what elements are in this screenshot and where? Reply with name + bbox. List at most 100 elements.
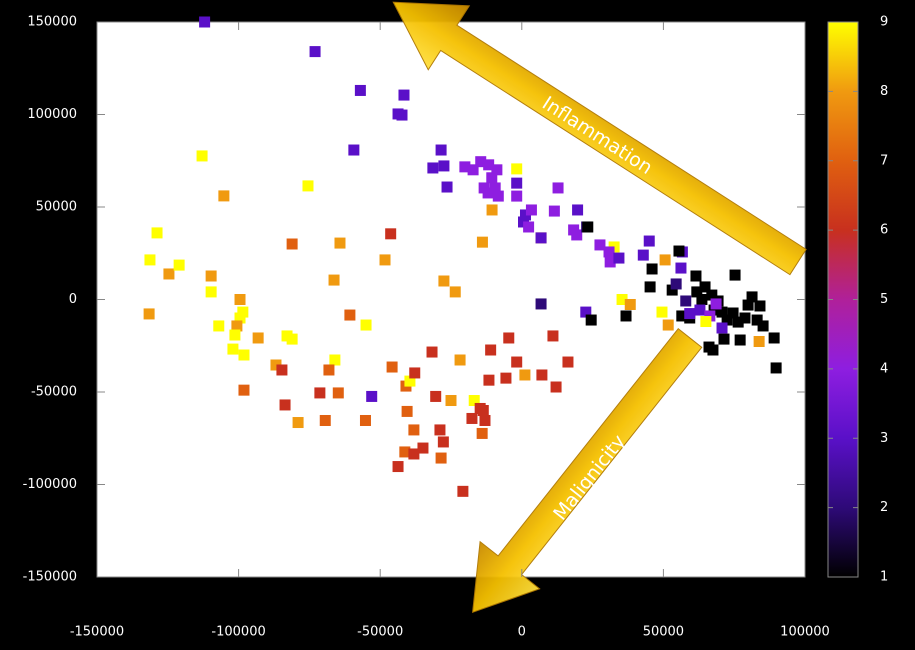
colorbar-tick-label: 5 <box>880 292 888 307</box>
marker <box>476 236 488 248</box>
marker <box>408 448 420 460</box>
arrow-inflammation <box>392 1 807 276</box>
marker <box>700 316 712 328</box>
marker <box>366 390 378 402</box>
marker <box>234 294 246 305</box>
marker <box>426 346 438 358</box>
marker <box>485 344 497 356</box>
marker <box>718 333 730 345</box>
x-tick-label: 50000 <box>643 625 684 640</box>
marker <box>751 314 763 326</box>
marker <box>699 281 711 293</box>
marker <box>620 310 632 322</box>
x-tick-label: -50000 <box>357 625 403 640</box>
marker <box>492 190 504 202</box>
marker <box>227 343 239 355</box>
marker <box>703 341 715 353</box>
marker <box>314 387 326 399</box>
marker <box>459 161 471 173</box>
marker <box>309 46 321 58</box>
marker <box>467 164 479 176</box>
marker <box>582 221 594 233</box>
marker <box>676 310 688 322</box>
marker <box>323 364 335 376</box>
marker <box>328 274 340 286</box>
y-tick-label: 50000 <box>36 200 77 215</box>
marker <box>548 205 560 217</box>
marker <box>270 359 282 371</box>
marker <box>694 304 706 316</box>
marker <box>302 180 314 192</box>
marker <box>675 262 687 274</box>
marker <box>673 245 685 257</box>
marker <box>348 144 360 156</box>
marker <box>746 291 758 303</box>
x-tick-label: -150000 <box>70 625 124 640</box>
marker <box>486 172 498 184</box>
marker <box>757 320 769 332</box>
marker <box>704 310 716 322</box>
marker <box>754 300 766 312</box>
colorbar-tick-label: 2 <box>880 500 888 515</box>
marker <box>734 334 746 346</box>
marker <box>503 332 515 344</box>
marker <box>684 308 696 320</box>
marker <box>205 286 217 298</box>
marker <box>644 281 656 293</box>
marker <box>594 239 606 251</box>
marker <box>486 204 498 216</box>
marker <box>238 349 250 361</box>
marker <box>525 204 537 216</box>
marker <box>286 333 298 345</box>
marker <box>237 306 249 318</box>
marker <box>398 89 410 101</box>
colorbar-tick-label: 3 <box>880 431 888 446</box>
marker <box>401 405 413 417</box>
arrow-malignicity <box>472 327 703 614</box>
marker <box>386 361 398 373</box>
y-tick-label: 150000 <box>27 15 77 30</box>
marker <box>696 294 708 305</box>
marker <box>359 414 371 426</box>
marker <box>732 316 744 328</box>
marker <box>279 399 291 411</box>
marker <box>670 278 682 290</box>
marker <box>430 390 442 402</box>
marker <box>344 309 356 321</box>
marker <box>552 182 564 194</box>
marker <box>454 354 466 366</box>
marker <box>727 307 739 319</box>
marker <box>404 375 416 387</box>
y-tick-label: -50000 <box>31 385 77 400</box>
marker <box>396 109 408 121</box>
marker <box>604 256 616 268</box>
marker <box>562 356 574 368</box>
marker <box>624 298 636 310</box>
marker <box>708 304 720 316</box>
marker <box>441 181 453 193</box>
marker <box>231 320 243 332</box>
marker <box>616 294 628 305</box>
marker <box>536 369 548 381</box>
marker <box>535 298 547 310</box>
marker <box>710 298 722 310</box>
marker <box>238 384 250 396</box>
marker <box>483 159 495 171</box>
marker <box>435 144 447 156</box>
marker <box>716 322 728 334</box>
marker <box>511 163 523 175</box>
marker <box>252 332 264 344</box>
marker <box>519 369 531 381</box>
marker <box>646 263 658 275</box>
marker <box>437 436 449 448</box>
marker <box>603 246 615 258</box>
marker <box>438 160 450 172</box>
marker <box>571 229 583 241</box>
marker <box>476 427 488 439</box>
marker <box>409 367 421 379</box>
marker <box>547 330 559 342</box>
marker <box>550 381 562 393</box>
marker <box>511 356 523 368</box>
marker <box>659 254 671 266</box>
